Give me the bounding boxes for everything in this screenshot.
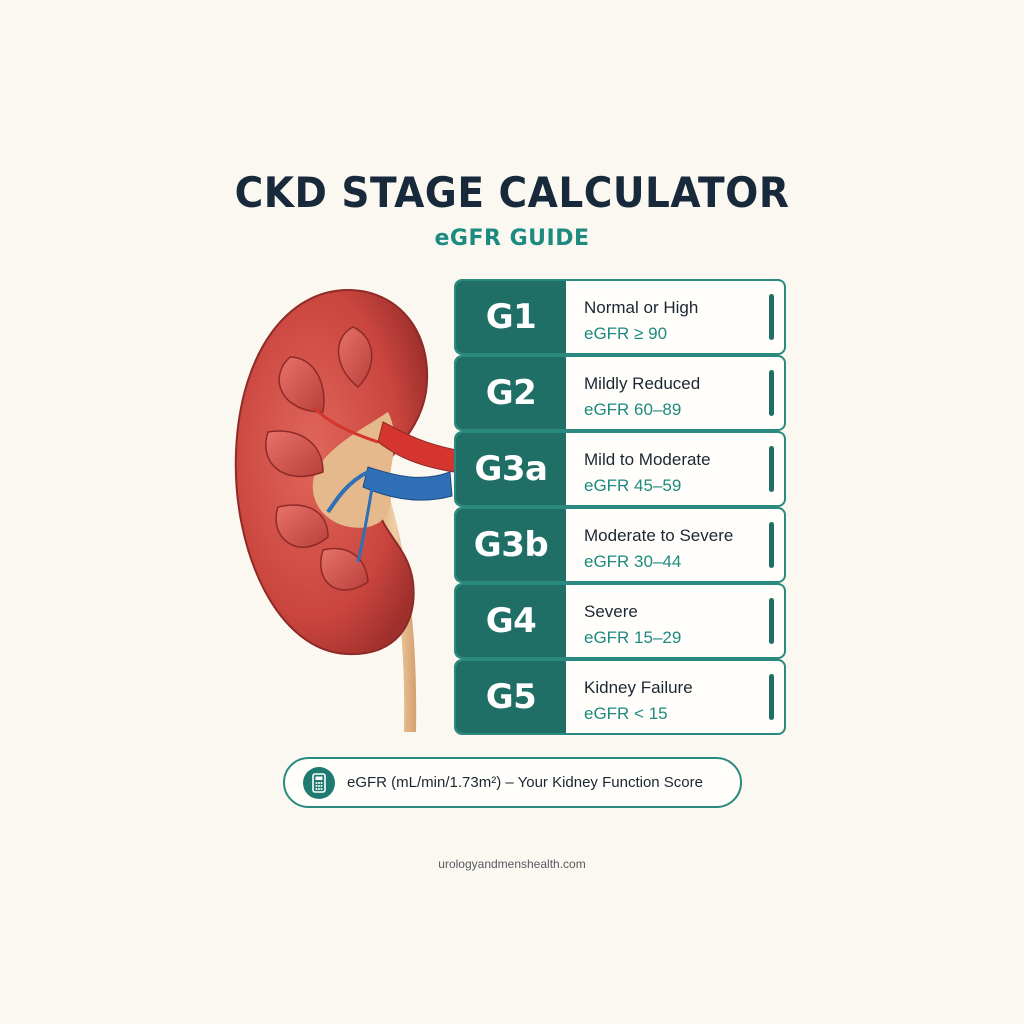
stage-row-g4: G4 Severe eGFR 15–29 — [454, 583, 786, 659]
stage-code: G2 — [456, 357, 566, 429]
stage-range: eGFR < 15 — [584, 704, 668, 723]
egfr-info-text: eGFR (mL/min/1.73m²) – Your Kidney Funct… — [347, 774, 703, 791]
stage-row-g3a: G3a Mild to Moderate eGFR 45–59 — [454, 431, 786, 507]
egfr-info-pill: eGFR (mL/min/1.73m²) – Your Kidney Funct… — [283, 757, 742, 808]
stage-description: Normal or High — [584, 298, 699, 317]
stage-code: G4 — [456, 585, 566, 657]
stage-indicator-bar — [769, 370, 774, 416]
stage-description: Severe — [584, 602, 638, 621]
stage-code: G3b — [456, 509, 566, 581]
kidney-illustration — [234, 288, 457, 732]
stage-row-g1: G1 Normal or High eGFR ≥ 90 — [454, 279, 786, 355]
stage-indicator-bar — [769, 598, 774, 644]
stage-code: G5 — [456, 661, 566, 733]
stage-range: eGFR 30–44 — [584, 552, 682, 571]
stage-indicator-bar — [769, 446, 774, 492]
stage-table: G1 Normal or High eGFR ≥ 90 G2 Mildly Re… — [454, 279, 786, 735]
stage-indicator-bar — [769, 294, 774, 340]
stage-indicator-bar — [769, 674, 774, 720]
stage-range: eGFR ≥ 90 — [584, 324, 668, 343]
stage-range: eGFR 45–59 — [584, 476, 682, 495]
stage-range: eGFR 60–89 — [584, 400, 682, 419]
calculator-icon — [303, 767, 335, 799]
stage-row-g3b: G3b Moderate to Severe eGFR 30–44 — [454, 507, 786, 583]
stage-range: eGFR 15–29 — [584, 628, 682, 647]
stage-description: Moderate to Severe — [584, 526, 734, 545]
page-title: CKD STAGE CALCULATOR — [234, 168, 790, 217]
stage-row-g5: G5 Kidney Failure eGFR < 15 — [454, 659, 786, 735]
stage-code: G3a — [456, 433, 566, 505]
stage-indicator-bar — [769, 522, 774, 568]
stage-row-g2: G2 Mildly Reduced eGFR 60–89 — [454, 355, 786, 431]
website-credit: urologyandmenshealth.com — [438, 857, 586, 871]
stage-code: G1 — [456, 281, 566, 353]
stage-description: Mild to Moderate — [584, 450, 711, 469]
stage-description: Mildly Reduced — [584, 374, 701, 393]
stage-description: Kidney Failure — [584, 678, 693, 697]
page-subtitle: eGFR GUIDE — [434, 226, 590, 251]
